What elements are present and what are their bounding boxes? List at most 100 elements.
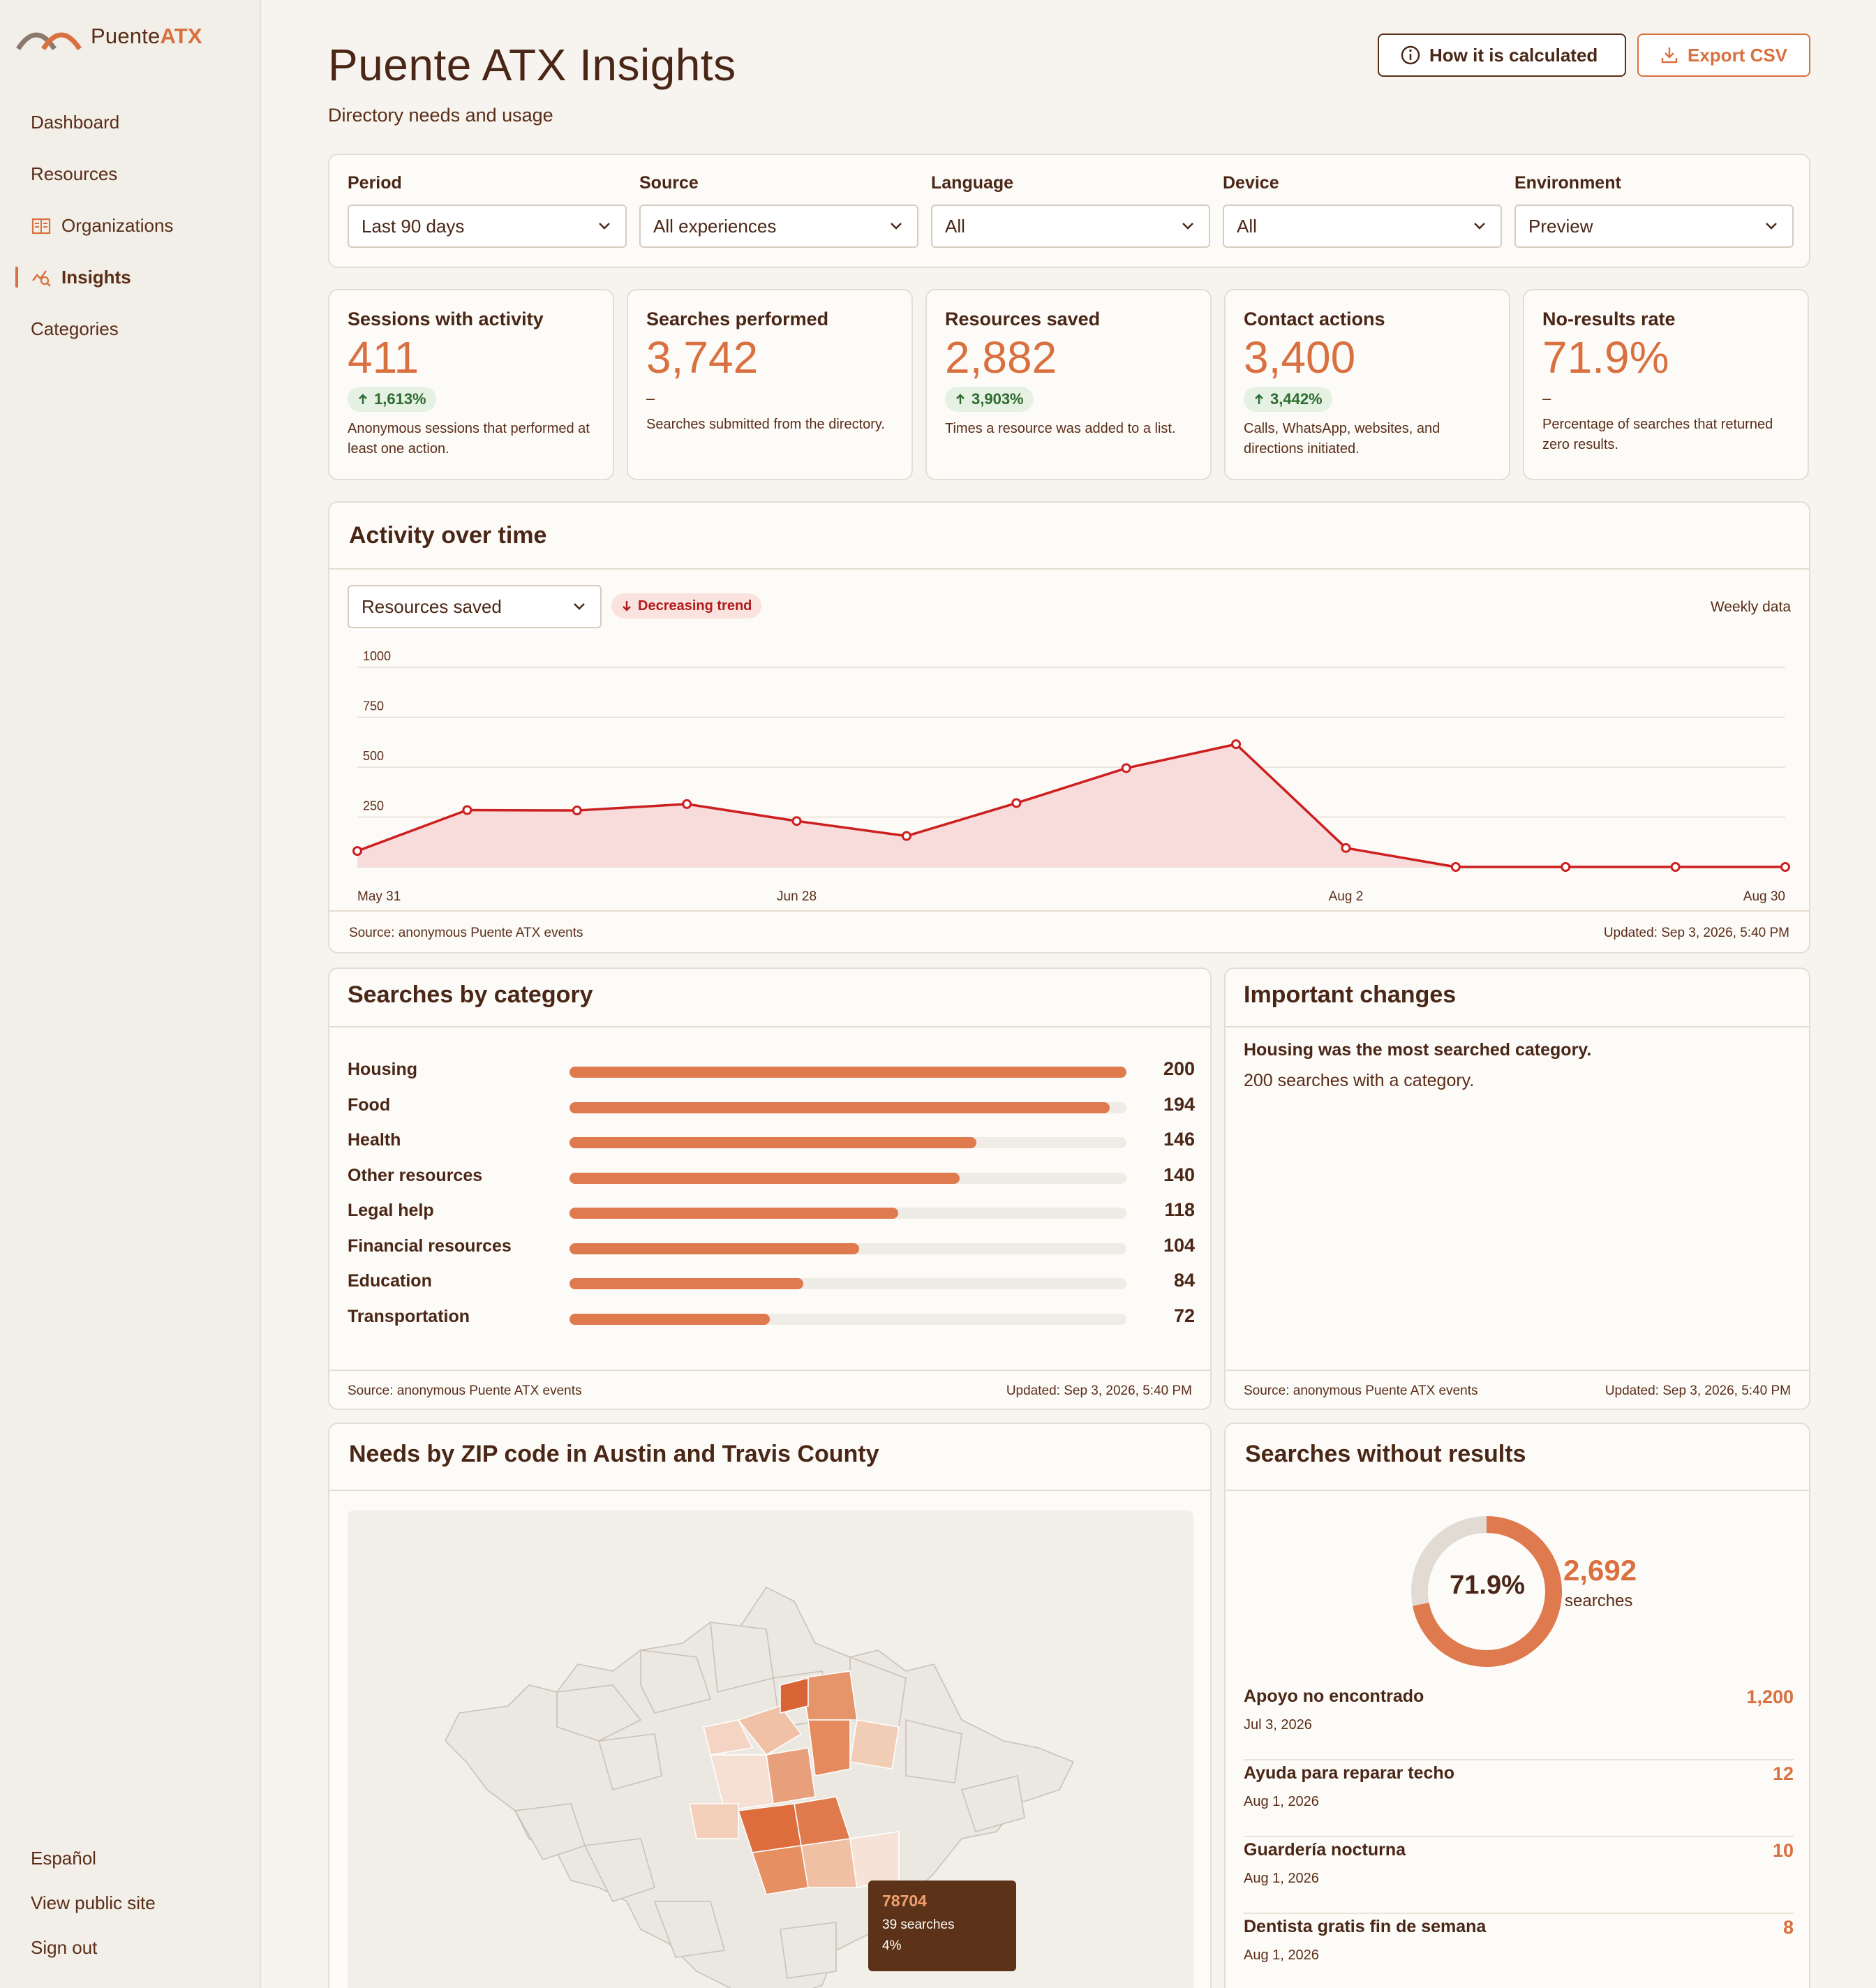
category-row: Education 84 bbox=[348, 1268, 1195, 1296]
no-results-date: Aug 1, 2026 bbox=[1244, 1948, 1319, 1963]
arrow-up-icon bbox=[1255, 394, 1263, 405]
category-bar-track bbox=[570, 1313, 1126, 1325]
brand-name-prefix: Puente bbox=[91, 24, 161, 48]
kpi-card-no-results-rate: No-results rate 71.9% – Percentage of se… bbox=[1523, 289, 1809, 480]
category-label: Financial resources bbox=[348, 1236, 512, 1256]
category-label: Health bbox=[348, 1130, 401, 1150]
sidebar-nav: Dashboard Resources Organizations Insigh… bbox=[0, 96, 260, 355]
view-public-site-link[interactable]: View public site bbox=[0, 1881, 260, 1925]
category-row: Legal help 118 bbox=[348, 1198, 1195, 1226]
activity-metric-select[interactable]: Resources saved bbox=[348, 585, 602, 628]
device-select[interactable]: All bbox=[1223, 205, 1502, 248]
brand-logo[interactable]: PuenteATX bbox=[15, 21, 202, 52]
divider bbox=[329, 910, 1809, 912]
language-filter: Language All bbox=[931, 173, 1210, 248]
chevron-down-icon bbox=[599, 223, 610, 230]
environment-select[interactable]: Preview bbox=[1514, 205, 1794, 248]
sidebar-item-categories[interactable]: Categories bbox=[0, 303, 260, 355]
x-tick-label: Aug 2 bbox=[1329, 889, 1364, 904]
category-bar bbox=[570, 1208, 898, 1219]
data-frequency-label: Weekly data bbox=[1710, 599, 1791, 615]
source-select[interactable]: All experiences bbox=[639, 205, 918, 248]
no-results-title: Searches without results bbox=[1245, 1441, 1526, 1467]
arrow-up-icon bbox=[956, 394, 965, 405]
kpi-description: Percentage of searches that returned zer… bbox=[1542, 417, 1773, 453]
divider bbox=[329, 1490, 1210, 1491]
map-title: Needs by ZIP code in Austin and Travis C… bbox=[349, 1441, 879, 1467]
zip-region bbox=[807, 1719, 851, 1776]
category-bar bbox=[570, 1278, 804, 1289]
arrow-down-icon bbox=[623, 601, 631, 611]
zip-region bbox=[780, 1922, 837, 1979]
zip-map-card: Needs by ZIP code in Austin and Travis C… bbox=[328, 1423, 1212, 1988]
no-results-count: 2,692 bbox=[1563, 1554, 1637, 1587]
sign-out-link[interactable]: Sign out bbox=[0, 1925, 260, 1970]
zip-map-svg bbox=[445, 1586, 1075, 1988]
data-point bbox=[352, 846, 362, 856]
language-select[interactable]: All bbox=[931, 205, 1210, 248]
category-bar bbox=[570, 1101, 1110, 1113]
tooltip-searches: 39 searches bbox=[882, 1917, 955, 1932]
kpi-change-value: – bbox=[1542, 390, 1551, 408]
no-results-list-item[interactable]: Apoyo no encontrado Jul 3, 2026 1,200 bbox=[1244, 1684, 1794, 1760]
no-results-list-item[interactable]: Dentista gratis fin de semana Aug 1, 202… bbox=[1244, 1914, 1794, 1988]
zip-choropleth-map[interactable]: 78704 39 searches 4% bbox=[348, 1511, 1193, 1988]
chevron-down-icon bbox=[574, 603, 585, 610]
sidebar-item-resources[interactable]: Resources bbox=[0, 148, 260, 200]
category-label: Education bbox=[348, 1271, 432, 1291]
zip-region bbox=[766, 1747, 816, 1804]
no-results-list-item[interactable]: Guardería nocturna Aug 1, 2026 10 bbox=[1244, 1837, 1794, 1914]
source-filter: Source All experiences bbox=[639, 173, 918, 248]
data-point bbox=[901, 831, 911, 841]
data-point bbox=[1231, 739, 1242, 750]
data-point bbox=[1561, 862, 1571, 872]
kpi-title: Resources saved bbox=[945, 309, 1101, 329]
x-tick-label: Aug 30 bbox=[1743, 889, 1785, 904]
no-results-item-count: 12 bbox=[1772, 1763, 1794, 1784]
arrow-up-icon bbox=[359, 394, 367, 405]
how-it-is-calculated-label: How it is calculated bbox=[1429, 44, 1598, 66]
export-csv-button[interactable]: Export CSV bbox=[1637, 34, 1810, 77]
data-point bbox=[1121, 763, 1131, 773]
divider bbox=[1226, 1026, 1809, 1028]
how-it-is-calculated-button[interactable]: How it is calculated bbox=[1378, 34, 1626, 77]
changes-source: Source: anonymous Puente ATX events bbox=[1244, 1384, 1478, 1398]
no-results-date: Aug 1, 2026 bbox=[1244, 1871, 1319, 1886]
sidebar-item-insights[interactable]: Insights bbox=[0, 251, 260, 303]
language-toggle[interactable]: Español bbox=[0, 1836, 260, 1881]
zip-region bbox=[653, 1901, 726, 1958]
sidebar-item-organizations[interactable]: Organizations bbox=[0, 200, 260, 251]
period-filter: Period Last 90 days bbox=[348, 173, 627, 248]
searches-by-category-card: Searches by category Housing 200 Food 194 He… bbox=[328, 967, 1212, 1410]
sidebar-item-dashboard[interactable]: Dashboard bbox=[0, 96, 260, 148]
kpi-description: Anonymous sessions that performed at lea… bbox=[348, 421, 590, 457]
zip-region bbox=[737, 1705, 803, 1756]
no-results-date: Aug 1, 2026 bbox=[1244, 1794, 1319, 1809]
source-filter-label: Source bbox=[639, 173, 699, 193]
export-csv-label: Export CSV bbox=[1688, 44, 1788, 66]
language-select-value: All bbox=[945, 215, 965, 237]
zip-region bbox=[780, 1677, 809, 1714]
y-tick-label: 750 bbox=[363, 699, 384, 713]
kpi-change-value: 3,442% bbox=[1270, 390, 1323, 408]
chevron-down-icon bbox=[1182, 223, 1193, 230]
device-select-value: All bbox=[1237, 215, 1257, 237]
trend-badge: Decreasing trend bbox=[611, 593, 762, 618]
kpi-change-value: 3,903% bbox=[972, 390, 1024, 408]
category-row: Housing 200 bbox=[348, 1057, 1195, 1085]
kpi-change-badge: 3,903% bbox=[945, 387, 1034, 413]
zip-region bbox=[709, 1754, 774, 1811]
category-bar-track bbox=[570, 1242, 1126, 1254]
divider bbox=[329, 568, 1809, 570]
kpi-change-badge: 1,613% bbox=[348, 387, 436, 413]
sidebar-item-label: Dashboard bbox=[31, 111, 120, 133]
no-results-term: Dentista gratis fin de semana bbox=[1244, 1917, 1487, 1936]
category-bar-track bbox=[570, 1137, 1126, 1148]
no-results-list-item[interactable]: Ayuda para reparar techo Aug 1, 2026 12 bbox=[1244, 1760, 1794, 1837]
kpi-card-sessions: Sessions with activity 411 1,613% Anonym… bbox=[328, 289, 614, 480]
kpi-value: 3,400 bbox=[1244, 332, 1356, 383]
period-select[interactable]: Last 90 days bbox=[348, 205, 627, 248]
brand-name-accent: ATX bbox=[160, 24, 202, 48]
data-point bbox=[1670, 862, 1681, 872]
divider bbox=[329, 1370, 1210, 1371]
